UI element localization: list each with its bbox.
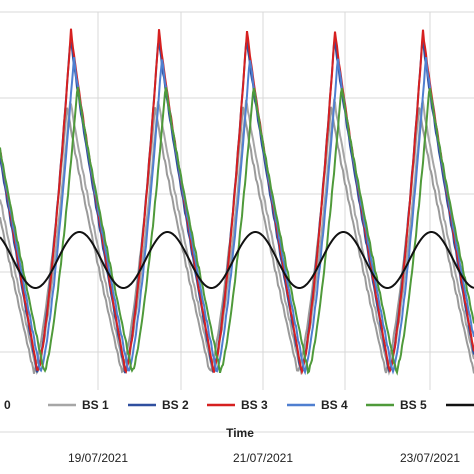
x-axis: 19/07/2021 21/07/2021 23/07/2021 — [68, 451, 460, 465]
legend-item: BS 5 — [366, 398, 427, 412]
series-line-5 — [0, 86, 474, 376]
x-axis-title: Time — [226, 426, 254, 440]
x-tick-label: 23/07/2021 — [400, 451, 460, 465]
legend-label: 0 — [4, 398, 11, 412]
x-tick-label: 21/07/2021 — [233, 451, 293, 465]
legend-label: BS 2 — [162, 398, 189, 412]
series-line-4 — [0, 57, 474, 376]
legend-item: BS 4 — [287, 398, 348, 412]
series-line-6 — [0, 231, 474, 289]
x-tick-label: 19/07/2021 — [68, 451, 128, 465]
series-lines — [0, 28, 474, 376]
legend-item: BS 3 — [207, 398, 268, 412]
legend-label: BS 1 — [82, 398, 109, 412]
legend-label: BS 3 — [241, 398, 268, 412]
legend-label: BS 4 — [321, 398, 348, 412]
legend-label: BS 5 — [400, 398, 427, 412]
legend-item: BS 2 — [128, 398, 189, 412]
legend: 0 BS 1 BS 2 BS 3 BS 4 BS 5 — [4, 398, 474, 412]
series-line-0 — [0, 106, 474, 374]
legend-item: BS 1 — [48, 398, 109, 412]
legend-item: 0 — [4, 398, 11, 412]
